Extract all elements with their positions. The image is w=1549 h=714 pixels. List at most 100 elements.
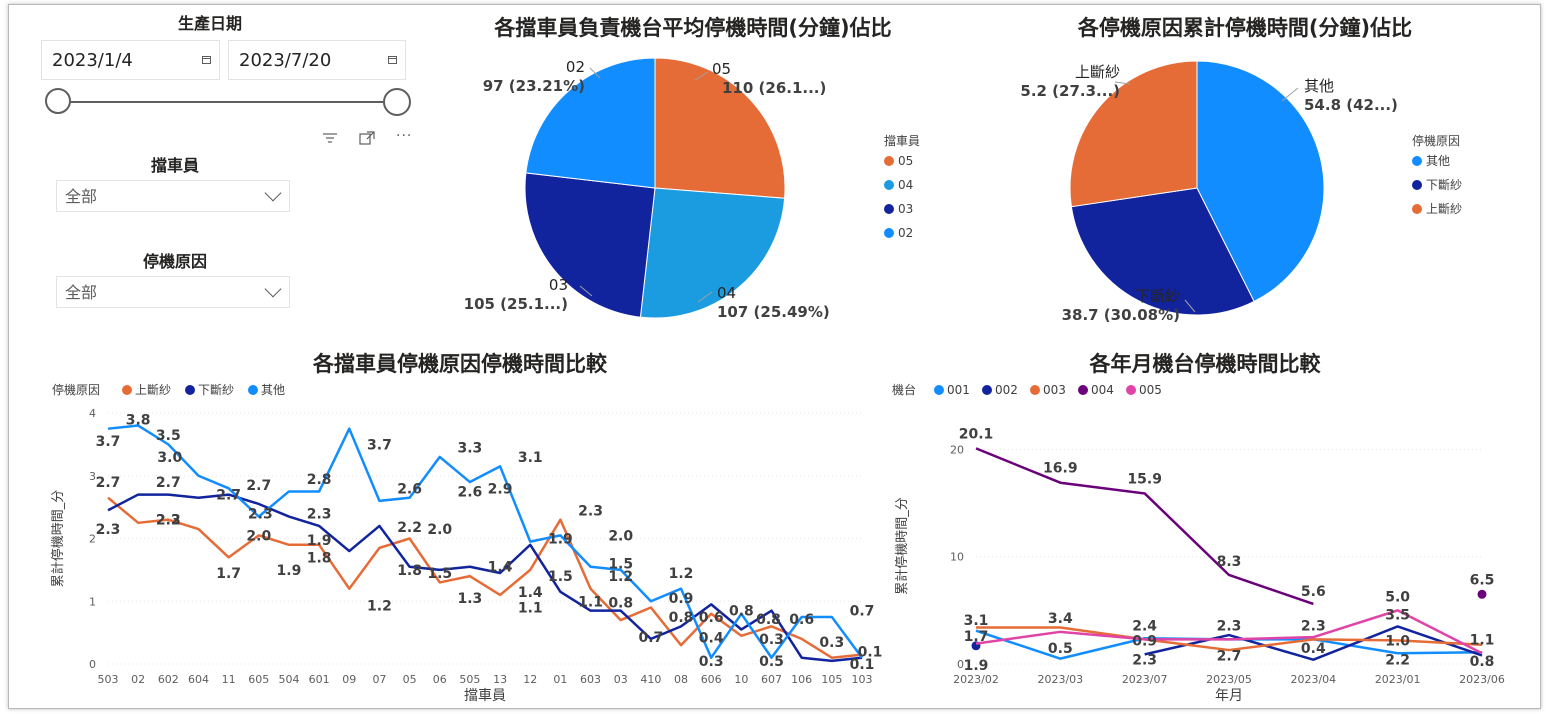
x-tick-label: 11 bbox=[222, 673, 236, 686]
series-line-下斷紗[interactable] bbox=[107, 493, 863, 663]
series-point-004[interactable] bbox=[1477, 589, 1487, 599]
operator-dropdown[interactable]: 全部 bbox=[56, 180, 290, 212]
series-line-上斷紗[interactable] bbox=[107, 496, 863, 659]
date-range-start-handle[interactable] bbox=[45, 88, 71, 114]
data-label: 1.4 bbox=[518, 585, 543, 601]
pie-leader-line bbox=[697, 291, 713, 303]
legend-marker[interactable] bbox=[248, 385, 258, 395]
series-line-002[interactable] bbox=[1144, 625, 1483, 661]
legend-label-02[interactable]: 02 bbox=[898, 226, 913, 240]
y-tick-label: 2 bbox=[89, 533, 96, 546]
legend-label-001[interactable]: 001 bbox=[947, 383, 970, 397]
operator-slicer-title: 擋車員 bbox=[150, 156, 199, 175]
data-label: 1.1 bbox=[1470, 632, 1495, 648]
data-label: 1.2 bbox=[367, 599, 392, 615]
pie-label-value: 107 (25.49%) bbox=[717, 303, 830, 321]
more-options-icon[interactable]: ··· bbox=[396, 128, 413, 144]
data-label: 20.1 bbox=[959, 426, 994, 442]
chevron-down-icon[interactable] bbox=[264, 184, 282, 202]
x-tick-label: 02 bbox=[131, 673, 145, 686]
focus-mode-icon[interactable] bbox=[359, 131, 375, 149]
y-tick-label: 4 bbox=[89, 407, 96, 420]
line2-title: 各年月機台停機時間比較 bbox=[1089, 352, 1321, 376]
data-label: 2.3 bbox=[96, 522, 121, 538]
end-date-input[interactable]: 2023/7/20 bbox=[228, 40, 406, 80]
series-line-其他[interactable] bbox=[107, 424, 864, 659]
data-label: 1.5 bbox=[548, 569, 573, 585]
legend-label-04[interactable]: 04 bbox=[898, 178, 913, 192]
line2-chart[interactable]: 機台 001 002 003 004 005 0 10 20 累計停機時間_分 2023/02 202… bbox=[880, 376, 1530, 704]
legend-marker[interactable] bbox=[1126, 385, 1136, 395]
y-tick-label: 3 bbox=[89, 470, 96, 483]
data-label: 1.4 bbox=[488, 560, 513, 576]
date-range-end-handle[interactable] bbox=[383, 88, 411, 116]
pie-slice-上斷紗[interactable] bbox=[1069, 60, 1198, 208]
legend-marker[interactable] bbox=[1078, 385, 1088, 395]
legend-marker[interactable] bbox=[884, 204, 894, 214]
legend-marker[interactable] bbox=[884, 156, 894, 166]
legend-marker[interactable] bbox=[185, 385, 195, 395]
pie-slice-03[interactable] bbox=[524, 172, 656, 318]
y-tick-label: 10 bbox=[950, 551, 964, 564]
calendar-icon[interactable] bbox=[388, 56, 397, 64]
pie-leader-line bbox=[589, 67, 601, 79]
legend-marker[interactable] bbox=[884, 228, 894, 238]
legend-label-003[interactable]: 003 bbox=[1043, 383, 1066, 397]
data-label: 0.8 bbox=[1470, 654, 1495, 670]
pie-slice-下斷紗[interactable] bbox=[1070, 187, 1255, 316]
legend-marker[interactable] bbox=[884, 180, 894, 190]
y-tick-label: 0 bbox=[957, 658, 964, 671]
start-date-value: 2023/1/4 bbox=[52, 50, 133, 71]
legend-label-005[interactable]: 005 bbox=[1139, 383, 1162, 397]
legend-label-下斷紗[interactable]: 下斷紗 bbox=[198, 383, 234, 397]
legend-label-其他[interactable]: 其他 bbox=[1426, 154, 1450, 168]
data-label: 1.1 bbox=[518, 601, 543, 617]
reason-dropdown[interactable]: 全部 bbox=[56, 276, 290, 308]
data-label: 15.9 bbox=[1127, 471, 1162, 487]
pie-label-value: 110 (26.1...) bbox=[722, 79, 826, 97]
data-label: 0.9 bbox=[1132, 633, 1157, 649]
legend-marker[interactable] bbox=[122, 385, 132, 395]
data-label: 2.7 bbox=[216, 488, 241, 504]
date-range-track bbox=[60, 101, 397, 103]
series-line-005[interactable] bbox=[975, 609, 1483, 655]
calendar-icon[interactable] bbox=[202, 56, 211, 64]
legend-marker[interactable] bbox=[1412, 204, 1422, 214]
start-date-input[interactable]: 2023/1/4 bbox=[41, 40, 220, 80]
legend-label-上斷紗[interactable]: 上斷紗 bbox=[1426, 202, 1462, 216]
legend-marker[interactable] bbox=[934, 385, 944, 395]
legend-marker[interactable] bbox=[982, 385, 992, 395]
pie-slice-05[interactable] bbox=[654, 57, 786, 199]
pie1-chart[interactable]: 05 110 (26.1...) 04 107 (25.49%) 03 105 (25.1… bbox=[440, 50, 940, 340]
data-label: 0.5 bbox=[759, 654, 784, 670]
pie-slice-04[interactable] bbox=[639, 187, 786, 319]
legend-label-03[interactable]: 03 bbox=[898, 202, 913, 216]
pie-slice-其他[interactable] bbox=[1196, 60, 1325, 303]
data-label: 5.6 bbox=[1301, 584, 1326, 600]
series-line-003[interactable] bbox=[976, 626, 1483, 652]
data-label: 0.1 bbox=[858, 644, 883, 660]
chevron-down-icon[interactable] bbox=[264, 280, 282, 298]
data-label: 3.7 bbox=[96, 434, 121, 450]
pie-slice-02[interactable] bbox=[525, 57, 656, 189]
legend-label-05[interactable]: 05 bbox=[898, 154, 913, 168]
legend-marker[interactable] bbox=[1412, 180, 1422, 190]
legend-label-上斷紗[interactable]: 上斷紗 bbox=[135, 383, 171, 397]
data-label: 0.5 bbox=[1048, 641, 1073, 657]
data-label: 2.9 bbox=[488, 481, 513, 497]
legend-label-其他[interactable]: 其他 bbox=[261, 383, 285, 397]
legend-label-004[interactable]: 004 bbox=[1091, 383, 1114, 397]
legend-label-下斷紗[interactable]: 下斷紗 bbox=[1426, 178, 1462, 192]
data-label: 3.5 bbox=[156, 428, 181, 444]
filter-icon[interactable] bbox=[322, 132, 338, 148]
x-tick-label: 07 bbox=[372, 673, 386, 686]
legend-marker[interactable] bbox=[1030, 385, 1040, 395]
data-label: 2.6 bbox=[458, 484, 483, 500]
pie-label-value: 105 (25.1...) bbox=[464, 295, 568, 313]
legend-label-002[interactable]: 002 bbox=[995, 383, 1018, 397]
x-tick-label: 603 bbox=[580, 673, 601, 686]
legend-marker[interactable] bbox=[1412, 156, 1422, 166]
series-line-004[interactable] bbox=[975, 447, 1314, 606]
